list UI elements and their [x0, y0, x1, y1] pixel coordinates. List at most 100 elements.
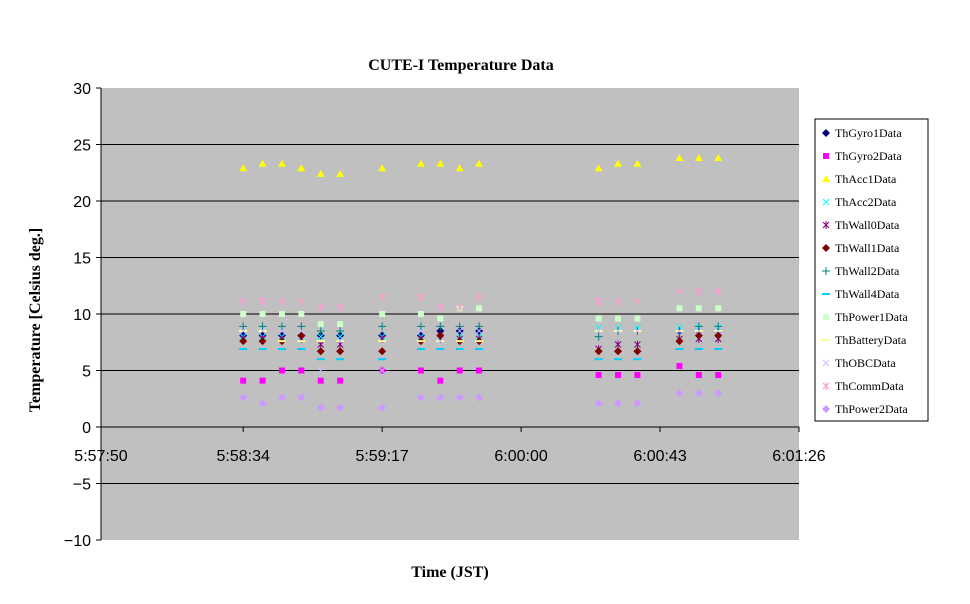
data-point — [259, 297, 266, 306]
y-tick-label: 10 — [73, 307, 91, 324]
legend-item: ThWall2Data — [822, 264, 900, 278]
data-point — [336, 403, 345, 412]
data-point — [456, 303, 464, 312]
data-point — [695, 287, 703, 296]
legend-item: ThWall4Data — [822, 287, 900, 301]
y-tick-label: 20 — [73, 194, 91, 211]
data-point — [378, 164, 387, 172]
data-point — [695, 327, 703, 335]
legend-item: ThBatteryData — [822, 333, 907, 347]
data-point — [379, 311, 386, 317]
series-thobcdata — [239, 327, 722, 374]
data-point — [336, 331, 345, 340]
legend-marker — [823, 314, 829, 320]
y-axis-title: Temperature [Celsius deg.] — [27, 228, 44, 412]
legend-label: ThAcc2Data — [835, 195, 897, 209]
data-point — [614, 327, 622, 335]
data-point — [633, 358, 642, 361]
y-tick-label: −5 — [73, 477, 91, 494]
data-point — [378, 403, 387, 412]
legend-marker — [822, 405, 830, 413]
data-point — [239, 393, 248, 402]
data-point — [633, 399, 642, 408]
data-point — [417, 327, 425, 335]
data-point — [258, 322, 267, 331]
series-thcommdata — [239, 287, 722, 312]
data-point — [416, 322, 425, 331]
data-point — [476, 367, 483, 374]
legend-item: ThWall1Data — [822, 241, 900, 255]
data-point — [714, 348, 723, 351]
data-point — [436, 326, 445, 335]
data-point — [317, 333, 325, 340]
legend-label: ThWall0Data — [835, 218, 900, 232]
legend-label: ThWall2Data — [835, 264, 900, 278]
data-point — [615, 372, 622, 379]
legend-label: ThCommData — [835, 379, 904, 393]
data-point — [258, 159, 267, 167]
data-point — [239, 337, 248, 346]
data-point — [475, 327, 483, 335]
data-point — [675, 337, 684, 346]
data-point — [277, 393, 286, 402]
data-point — [694, 322, 703, 331]
data-point — [378, 358, 387, 361]
data-point — [455, 164, 464, 172]
legend-label: ThWall4Data — [835, 287, 900, 301]
data-point — [436, 337, 444, 345]
data-point — [436, 331, 445, 340]
data-point — [676, 327, 683, 335]
data-point — [715, 305, 722, 312]
series-thacc1data — [239, 154, 723, 177]
legend-item: ThGyro2Data — [823, 149, 902, 163]
legend-marker — [822, 293, 830, 295]
data-point — [277, 348, 286, 351]
data-point — [594, 164, 603, 172]
legend-label: ThAcc1Data — [835, 172, 897, 186]
x-tick-label: 5:58:34 — [216, 448, 269, 465]
data-point — [378, 347, 387, 356]
data-point — [316, 347, 325, 356]
data-point — [476, 305, 483, 312]
series-thgyro2data — [240, 362, 722, 384]
data-point — [278, 297, 286, 306]
legend-item: ThPower1Data — [823, 310, 908, 324]
data-point — [278, 311, 285, 317]
data-point — [475, 393, 484, 402]
data-point — [258, 348, 267, 351]
data-point — [695, 372, 702, 379]
data-point — [378, 322, 387, 331]
data-point — [378, 367, 386, 374]
legend-item: ThPower2Data — [822, 402, 908, 416]
data-point — [634, 340, 641, 349]
y-tick-label: 0 — [82, 420, 91, 437]
data-point — [614, 358, 623, 361]
data-point — [258, 337, 267, 346]
data-point — [240, 311, 247, 317]
legend-item: ThCommData — [822, 379, 904, 393]
data-point — [595, 297, 603, 306]
legend-item: ThGyro1Data — [822, 126, 902, 140]
data-point — [475, 348, 484, 351]
data-point — [475, 322, 484, 331]
data-point — [416, 393, 425, 402]
data-point — [614, 399, 623, 408]
data-point — [297, 340, 306, 343]
data-point — [417, 367, 424, 374]
data-point — [436, 393, 445, 402]
data-point — [316, 169, 325, 177]
data-point — [378, 340, 387, 343]
data-point — [437, 315, 444, 322]
data-point — [416, 159, 425, 167]
x-tick-label: 6:00:00 — [494, 448, 547, 465]
data-point — [239, 297, 247, 306]
data-point — [239, 348, 248, 351]
series-thpower2data — [239, 389, 723, 412]
data-point — [277, 340, 286, 343]
data-point — [239, 164, 248, 172]
data-point — [258, 399, 267, 408]
data-point — [634, 372, 641, 379]
data-point — [316, 403, 325, 412]
data-point — [676, 362, 683, 369]
